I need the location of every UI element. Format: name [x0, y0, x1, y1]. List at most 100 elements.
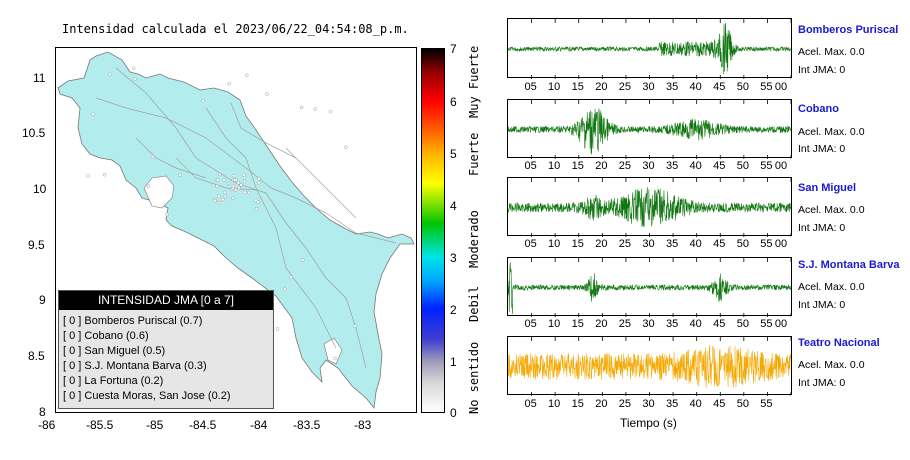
station-int: Int JMA: 0 — [798, 299, 846, 311]
time-tick-label: 00 — [774, 238, 788, 250]
colorbar-label: Moderado — [467, 210, 481, 268]
seismogram-panel[interactable] — [507, 257, 792, 317]
time-tick-label: 15 — [571, 238, 584, 250]
seismogram-panel[interactable] — [507, 177, 792, 237]
station-dot — [213, 199, 217, 203]
time-tick-label: 35 — [665, 238, 679, 250]
seismogram-panel[interactable] — [507, 336, 792, 396]
colorbar-label: Fuerte — [467, 132, 481, 176]
x-tick: -83 — [354, 418, 372, 432]
time-tick-label: 45 — [713, 398, 726, 410]
station-dot — [201, 99, 205, 103]
station-dot — [227, 81, 232, 86]
station-dot — [289, 275, 293, 280]
station-acel: Acel. Max. 0.0 — [798, 126, 865, 138]
station-int: Int JMA: 0 — [798, 377, 846, 389]
time-tick-label: 45 — [713, 238, 726, 250]
time-tick-label: 00 — [774, 318, 788, 330]
station-dot — [165, 212, 169, 217]
station-dot — [256, 200, 260, 204]
time-axis: 05 10 15 20 25 30 35 40 45 50 55 00 — [507, 160, 790, 174]
time-tick-label: 40 — [689, 318, 702, 330]
station-dot — [275, 327, 280, 331]
time-tick-label: 00 — [774, 81, 788, 93]
time-tick-label: 25 — [618, 398, 632, 410]
station-dot — [223, 194, 227, 199]
x-tick: -85.5 — [86, 418, 114, 432]
map-canvas — [57, 51, 415, 409]
legend-title: INTENSIDAD JMA [0 a 7] — [59, 291, 273, 310]
station-dot — [265, 92, 269, 96]
station-dot — [247, 190, 251, 195]
time-tick-label: 30 — [642, 238, 655, 250]
time-tick-label: 40 — [689, 398, 702, 410]
station-acel: Acel. Max. 0.0 — [798, 359, 865, 371]
seismogram-panel[interactable] — [507, 99, 792, 159]
time-axis: 05 10 15 20 25 30 35 40 45 50 55 00 — [507, 318, 790, 332]
station-int: Int JMA: 0 — [798, 64, 846, 76]
seismogram-panel[interactable] — [507, 18, 792, 79]
time-tick-label: 20 — [595, 398, 608, 410]
station-dot — [91, 112, 95, 117]
time-tick-label: 30 — [642, 318, 655, 330]
gulf-of-nicoya — [143, 175, 175, 209]
station-dot — [222, 190, 227, 195]
road-line — [270, 187, 397, 244]
golfo-dulce — [323, 337, 343, 365]
time-tick-label: 50 — [736, 160, 749, 172]
road-line — [230, 102, 297, 159]
station-dot — [217, 200, 222, 205]
seismogram-trace-canvas — [508, 258, 791, 317]
station-name: S.J. Montana Barva — [798, 259, 900, 271]
station-int: Int JMA: 0 — [798, 143, 846, 155]
seismogram-trace-canvas — [508, 178, 791, 237]
colorbar-label: No sentido — [467, 341, 481, 414]
colorbar-label: Debil — [467, 285, 481, 322]
time-tick-label: 45 — [713, 160, 726, 172]
station-dot — [299, 105, 304, 110]
station-dot — [233, 188, 238, 192]
time-tick-label: 55 — [760, 318, 773, 330]
time-tick-label: 50 — [736, 81, 749, 93]
trace-5 — [508, 345, 791, 388]
time-tick-label: 50 — [736, 238, 749, 250]
road-line — [265, 192, 367, 369]
time-tick-label: 05 — [524, 398, 537, 410]
legend-row: [ 0 ] Cuesta Moras, San Jose (0.2) — [63, 390, 231, 402]
time-tick-label: 35 — [665, 398, 679, 410]
x-tick: -83.5 — [293, 418, 321, 432]
seismogram-trace-canvas — [508, 100, 791, 159]
time-tick-label: 55 — [760, 398, 773, 410]
station-dot — [242, 179, 247, 184]
station-acel: Acel. Max. 0.0 — [798, 204, 865, 216]
time-tick-label: 20 — [595, 160, 608, 172]
road-line — [205, 107, 257, 189]
time-tick-label: 50 — [736, 318, 749, 330]
intensity-legend: INTENSIDAD JMA [0 a 7] [ 0 ] Bomberos Pu… — [58, 290, 274, 409]
road-line — [255, 187, 337, 349]
legend-row: [ 0 ] Cobano (0.6) — [63, 330, 149, 342]
x-tick: -85 — [146, 418, 164, 432]
time-tick-label: 15 — [571, 318, 584, 330]
station-dot — [231, 196, 235, 200]
time-tick-label: 10 — [548, 398, 561, 410]
colorbar-label: Muy Fuerte — [467, 45, 481, 118]
station-dot — [300, 258, 305, 262]
time-tick-label: 30 — [642, 81, 655, 93]
time-tick-label: 25 — [618, 318, 632, 330]
station-dot — [254, 198, 258, 203]
station-int: Int JMA: 0 — [798, 222, 846, 234]
station-dot — [146, 184, 151, 188]
time-tick-label: 35 — [665, 81, 679, 93]
intensity-map[interactable]: INTENSIDAD JMA [0 a 7] [ 0 ] Bomberos Pu… — [55, 47, 417, 413]
time-tick-label: 10 — [548, 318, 561, 330]
time-tick-label: 00 — [774, 160, 788, 172]
station-dot — [216, 177, 220, 182]
colorbar-number: 6 — [450, 95, 457, 109]
station-dot — [242, 175, 247, 180]
map-title: Intensidad calculada el 2023/06/22_04:54… — [62, 22, 409, 36]
time-tick-label: 10 — [548, 238, 561, 250]
trace-1 — [508, 22, 791, 75]
time-tick-label: 15 — [571, 160, 584, 172]
station-dot — [257, 180, 261, 185]
